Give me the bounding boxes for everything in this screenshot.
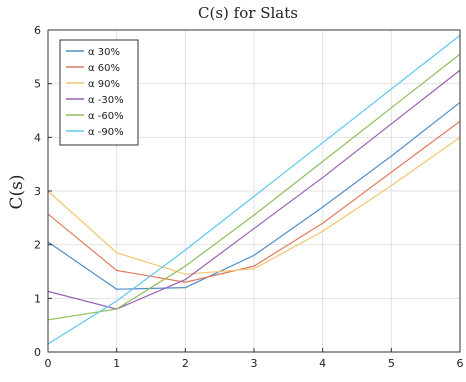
series-line-2 bbox=[47, 136, 461, 275]
x-tick-label-1: 1 bbox=[113, 357, 120, 370]
x-tick-label-2: 2 bbox=[182, 357, 189, 370]
legend: α 30% α 60% α 90% α -30% α -60% α -90% bbox=[59, 39, 139, 146]
y-tick-label-0: 0 bbox=[34, 346, 41, 359]
legend-label-4: α -60% bbox=[88, 111, 124, 122]
x-tick-label-4: 4 bbox=[319, 357, 326, 370]
series-line-1 bbox=[47, 120, 461, 283]
x-tick-label-3: 3 bbox=[251, 357, 258, 370]
legend-label-1: α 60% bbox=[88, 63, 120, 74]
legend-label-0: α 30% bbox=[88, 47, 120, 58]
series-lines bbox=[47, 34, 461, 345]
x-tick-label-5: 5 bbox=[388, 357, 395, 370]
y-tick-label-4: 4 bbox=[34, 131, 41, 144]
series-line-5 bbox=[47, 34, 461, 345]
y-tick-label-5: 5 bbox=[34, 78, 41, 91]
y-tick-label-6: 6 bbox=[34, 24, 41, 37]
chart-title: C(s) for Slats bbox=[198, 4, 298, 22]
legend-box bbox=[59, 39, 139, 146]
legend-label-2: α 90% bbox=[88, 79, 120, 90]
y-axis-label: C(s) bbox=[7, 175, 27, 210]
x-tick-label-6: 6 bbox=[457, 357, 464, 370]
legend-label-3: α -30% bbox=[88, 95, 124, 106]
series-line-0 bbox=[47, 101, 461, 290]
y-tick-label-2: 2 bbox=[34, 239, 41, 252]
y-tick-label-1: 1 bbox=[34, 292, 41, 305]
x-tick-labels: 0 1 2 3 4 5 6 bbox=[45, 348, 464, 370]
y-tick-labels: 0 1 2 3 4 5 6 bbox=[34, 24, 52, 359]
x-tick-label-0: 0 bbox=[45, 357, 52, 370]
legend-label-5: α -90% bbox=[88, 127, 124, 138]
y-tick-label-3: 3 bbox=[34, 185, 41, 198]
series-line-4 bbox=[47, 53, 461, 321]
